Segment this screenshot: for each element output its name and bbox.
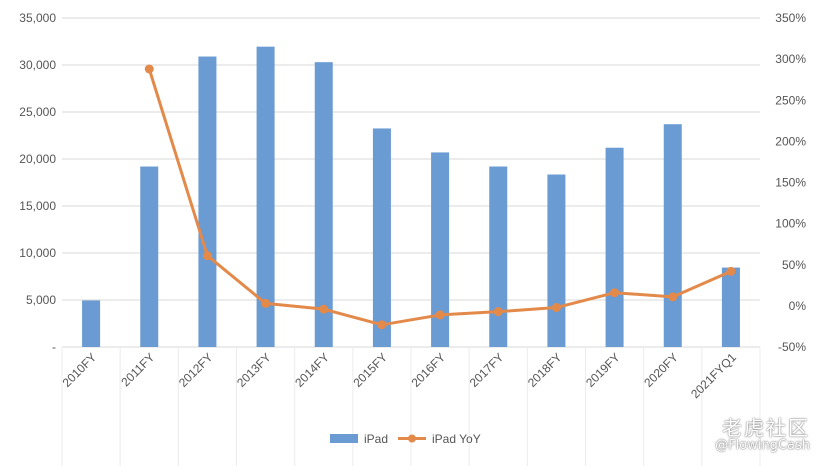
bar-2014FY bbox=[314, 62, 333, 348]
left-tick-label: 20,000 bbox=[19, 152, 56, 166]
yoy-point-2011FY bbox=[144, 64, 154, 74]
yoy-point-2019FY bbox=[610, 288, 620, 298]
x-tick-label: 2015FY bbox=[350, 350, 390, 390]
x-tick-label: 2014FY bbox=[292, 350, 332, 390]
right-tick-label: 350% bbox=[775, 11, 806, 25]
x-tick-label: 2021FYQ1 bbox=[688, 350, 739, 401]
bar-2018FY bbox=[547, 174, 566, 347]
left-tick-label: 35,000 bbox=[19, 11, 56, 25]
left-tick-label: 30,000 bbox=[19, 58, 56, 72]
x-tick-label: 2012FY bbox=[176, 350, 216, 390]
left-tick-label: - bbox=[52, 340, 56, 354]
bar-2020FY bbox=[663, 124, 682, 347]
left-tick-label: 10,000 bbox=[19, 246, 56, 260]
bar-2019FY bbox=[605, 147, 624, 347]
right-tick-label: 200% bbox=[775, 134, 806, 148]
x-tick-label: 2019FY bbox=[583, 350, 623, 390]
x-axis-ticks: 2010FY 2011FY 2012FY 2013FY 2014FY 2015FY 2016… bbox=[60, 350, 740, 401]
x-tick-label: 2011FY bbox=[118, 350, 157, 389]
legend-label-ipad: iPad bbox=[364, 432, 388, 446]
legend-label-ipad-yoy: iPad YoY bbox=[432, 432, 481, 446]
x-tick-label: 2013FY bbox=[234, 350, 274, 390]
legend-swatch-ipad bbox=[330, 434, 358, 443]
yoy-point-2012FY bbox=[202, 251, 212, 261]
right-tick-label: 150% bbox=[775, 176, 806, 190]
line-series bbox=[144, 64, 736, 330]
right-tick-label: 100% bbox=[775, 217, 806, 231]
right-tick-label: -50% bbox=[778, 340, 806, 354]
right-tick-label: 50% bbox=[782, 258, 806, 272]
legend-swatch-ipad-yoy-marker bbox=[408, 434, 416, 443]
x-tick-label: 2018FY bbox=[525, 350, 565, 390]
legend: iPad iPad YoY bbox=[330, 432, 481, 446]
x-tick-label: 2016FY bbox=[409, 350, 449, 390]
x-tick-label: 2020FY bbox=[641, 350, 681, 390]
bar-2017FY bbox=[489, 166, 508, 347]
yoy-point-2014FY bbox=[319, 304, 329, 314]
bar-2010FY bbox=[82, 300, 101, 347]
yoy-point-2015FY bbox=[377, 320, 387, 330]
bar-2013FY bbox=[256, 46, 275, 348]
x-tick-label: 2017FY bbox=[467, 350, 507, 390]
right-tick-label: 300% bbox=[775, 52, 806, 66]
x-tick-label: 2010FY bbox=[60, 350, 100, 390]
right-tick-label: 250% bbox=[775, 93, 806, 107]
bar-2011FY bbox=[140, 166, 159, 347]
yoy-point-2017FY bbox=[493, 307, 503, 317]
right-tick-label: 0% bbox=[789, 299, 807, 313]
left-axis-ticks: - 5,000 10,000 15,000 20,000 25,000 30,000 35,0… bbox=[19, 11, 56, 354]
yoy-point-2021FYQ1 bbox=[726, 266, 736, 276]
bar-2021FYQ1 bbox=[721, 267, 740, 347]
gridlines bbox=[61, 17, 761, 466]
yoy-point-2020FY bbox=[668, 292, 678, 302]
bar-2015FY bbox=[372, 128, 391, 347]
yoy-point-2013FY bbox=[261, 298, 271, 308]
watermark-handle: @FlowingCash bbox=[715, 438, 810, 453]
watermark-text: 老虎社区 bbox=[722, 416, 810, 440]
bar-2012FY bbox=[198, 56, 217, 347]
yoy-point-2016FY bbox=[435, 310, 445, 320]
left-tick-label: 15,000 bbox=[19, 199, 56, 213]
left-tick-label: 25,000 bbox=[19, 105, 56, 119]
bar-2016FY bbox=[431, 152, 450, 347]
bar-series bbox=[82, 46, 740, 348]
yoy-point-2018FY bbox=[551, 303, 561, 313]
right-axis-ticks: -50% 0% 50% 100% 150% 200% 250% 300% 350% bbox=[775, 11, 806, 354]
left-tick-label: 5,000 bbox=[26, 293, 56, 307]
